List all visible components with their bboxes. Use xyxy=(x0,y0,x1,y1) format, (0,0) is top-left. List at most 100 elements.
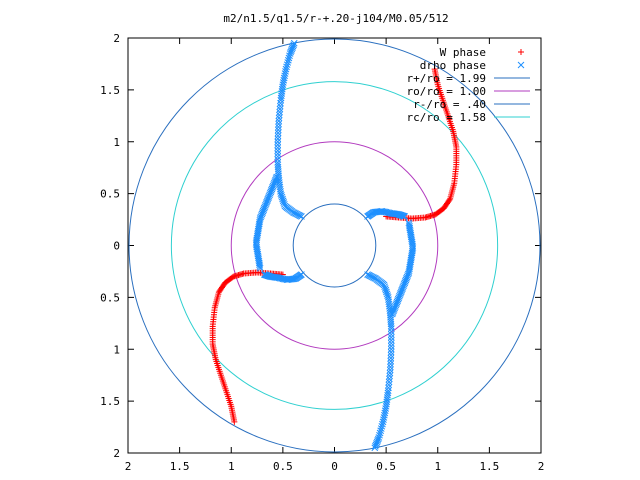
drho-phase-point xyxy=(284,56,292,64)
drho-phase-point xyxy=(387,337,395,344)
drho-phase-point xyxy=(387,331,395,338)
drho-phase-point xyxy=(387,351,395,359)
y-tick-label: 1.5 xyxy=(100,395,120,408)
drho-phase-point xyxy=(282,276,290,283)
drho-phase-point xyxy=(278,193,286,201)
drho-phase-point xyxy=(376,431,383,439)
drho-phase-point xyxy=(377,427,385,435)
drho-phase-point xyxy=(386,375,393,383)
drho-phase-point xyxy=(274,129,282,137)
legend-label: rc/ro = 1.58 xyxy=(407,111,486,124)
circle-r- xyxy=(128,38,541,453)
drho-phase-point xyxy=(383,209,391,216)
drho-phase-point xyxy=(278,192,285,199)
drho-phase-point xyxy=(280,199,288,206)
drho-phase-point xyxy=(389,309,397,316)
drho-phase-point xyxy=(283,61,291,69)
drho-phase-point xyxy=(274,141,282,149)
drho-phase-point xyxy=(387,354,395,362)
drho-phase-point xyxy=(276,105,284,113)
legend-label: r-/ro = .40 xyxy=(413,98,486,111)
drho-phase-point xyxy=(372,442,379,450)
circle-rc xyxy=(170,81,499,410)
y-tick-label: 1 xyxy=(113,136,120,149)
drho-phase-point xyxy=(275,111,283,119)
drho-phase-point xyxy=(275,117,283,125)
drho-phase-point xyxy=(379,420,386,428)
x-tick-label: 0 xyxy=(331,460,338,473)
drho-phase-point xyxy=(382,286,390,294)
y-tick-label: 0 xyxy=(113,240,120,253)
drho-phase-point xyxy=(386,366,394,374)
y-tick-label: 2 xyxy=(113,32,120,45)
w-phase-point xyxy=(446,196,453,203)
drho-phase-point xyxy=(274,156,282,163)
drho-phase-point xyxy=(387,345,395,353)
legend-sample xyxy=(518,49,524,55)
y-tick-label: 0.5 xyxy=(100,291,120,304)
legend-label: r+/ro = 1.99 xyxy=(407,72,486,85)
drho-phase-point xyxy=(274,159,282,166)
drho-phase-point xyxy=(260,271,268,278)
reference-circles xyxy=(128,38,541,453)
drho-phase-point xyxy=(387,325,395,332)
data-points xyxy=(209,39,460,452)
drho-phase-point xyxy=(377,425,385,432)
w-phase-point xyxy=(216,288,223,295)
circle-r- xyxy=(292,203,377,288)
drho-phase-point xyxy=(382,208,390,216)
drho-phase-point xyxy=(285,54,293,62)
drho-phase-point xyxy=(388,310,396,318)
drho-phase-point xyxy=(274,153,282,160)
drho-phase-point xyxy=(380,281,388,289)
drho-phase-point xyxy=(273,173,281,181)
drho-phase-point xyxy=(280,200,288,208)
drho-phase-point xyxy=(274,132,282,140)
x-tick-label: 2 xyxy=(125,460,132,473)
drho-phase-point xyxy=(282,65,290,73)
x-tick-label: 1.5 xyxy=(479,460,499,473)
drho-phase-point xyxy=(276,108,283,116)
x-tick-label: 2 xyxy=(538,460,545,473)
drho-phase-point xyxy=(385,381,393,389)
drho-phase-point xyxy=(387,363,394,371)
y-tick-label: 1.5 xyxy=(100,84,120,97)
drho-phase-point xyxy=(275,120,282,128)
legend-label: W phase xyxy=(440,46,486,59)
drho-phase-point xyxy=(387,357,395,365)
w-phase-point xyxy=(231,418,238,425)
x-tick-label: 0.5 xyxy=(376,460,396,473)
drho-phase-point xyxy=(272,175,280,182)
y-tick-label: 0.5 xyxy=(100,188,120,201)
drho-phase-point xyxy=(387,328,395,335)
w-phase-point xyxy=(431,66,438,73)
drho-phase-point xyxy=(280,275,288,283)
drho-phase-point xyxy=(387,342,395,350)
drho-phase-point xyxy=(381,208,389,216)
drho-phase-point xyxy=(279,197,287,205)
drho-phase-point xyxy=(279,195,286,203)
drho-phase-point xyxy=(274,135,282,143)
drho-phase-point xyxy=(386,369,394,377)
drho-phase-point xyxy=(383,288,390,296)
drho-phase-point xyxy=(281,202,289,210)
drho-phase-point xyxy=(381,285,389,292)
drho-phase-point xyxy=(274,138,282,146)
drho-phase-point xyxy=(378,422,386,430)
drho-phase-point xyxy=(383,290,391,298)
drho-phase-point xyxy=(379,418,387,426)
axis-ticks: 2 1.5 1 0.5 0 0.5 1 1.5 221.510.500.511.52 xyxy=(100,32,544,473)
drho-phase-point xyxy=(381,283,389,291)
x-tick-label: 1 xyxy=(434,460,441,473)
drho-phase-point xyxy=(274,144,282,152)
legend-sample xyxy=(517,61,525,69)
drho-phase-point xyxy=(286,52,293,60)
drho-phase-point xyxy=(376,429,384,437)
drho-phase-point xyxy=(274,150,282,157)
drho-phase-point xyxy=(279,275,287,283)
drho-phase-point xyxy=(387,348,395,356)
drho-phase-point xyxy=(385,378,393,386)
chart-title: m2/n1.5/q1.5/r-+.20-j104/M0.05/512 xyxy=(223,12,448,25)
